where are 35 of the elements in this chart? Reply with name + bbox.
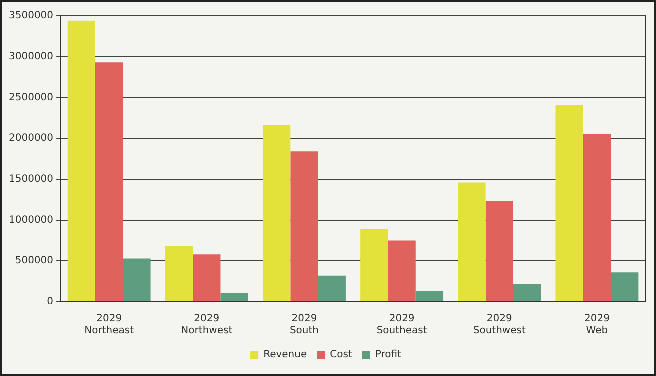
y-tick-label: 500000: [15, 256, 54, 267]
bar: [513, 284, 542, 302]
x-tick-label: 2029 Web: [584, 314, 610, 337]
legend-label: Revenue: [264, 350, 308, 361]
x-tick-label: 2029 Northwest: [181, 314, 233, 337]
bar: [165, 246, 194, 302]
x-tick-label: 2029 South: [290, 314, 320, 337]
bar: [611, 272, 639, 302]
bar: [193, 254, 221, 302]
bar: [388, 240, 416, 302]
x-tick-label: 2029 Southwest: [473, 314, 526, 337]
y-tick-label: 2500000: [8, 92, 54, 104]
bar: [123, 258, 151, 302]
y-tick-label: 2000000: [8, 133, 54, 144]
bar: [360, 229, 388, 302]
legend-label: Profit: [375, 350, 402, 361]
y-tick-label: 1500000: [8, 174, 54, 186]
bar: [220, 293, 248, 302]
bar: [556, 105, 584, 302]
bar: [68, 20, 96, 302]
bar: [458, 182, 486, 302]
y-tick-label: 3500000: [8, 10, 54, 22]
bar: [583, 134, 612, 302]
bar: [263, 125, 291, 302]
y-tick-label: 1000000: [8, 214, 54, 226]
x-tick-label: 2029 Northeast: [84, 314, 134, 337]
legend-label: Cost: [330, 350, 352, 361]
bar: [416, 290, 444, 302]
bar: [96, 62, 124, 302]
y-tick-label: 0: [47, 296, 54, 308]
bar: [318, 276, 346, 302]
bar: [486, 201, 514, 302]
bar: [290, 152, 318, 302]
y-tick-label: 3000000: [8, 51, 54, 62]
x-tick-label: 2029 Southeast: [376, 314, 428, 337]
